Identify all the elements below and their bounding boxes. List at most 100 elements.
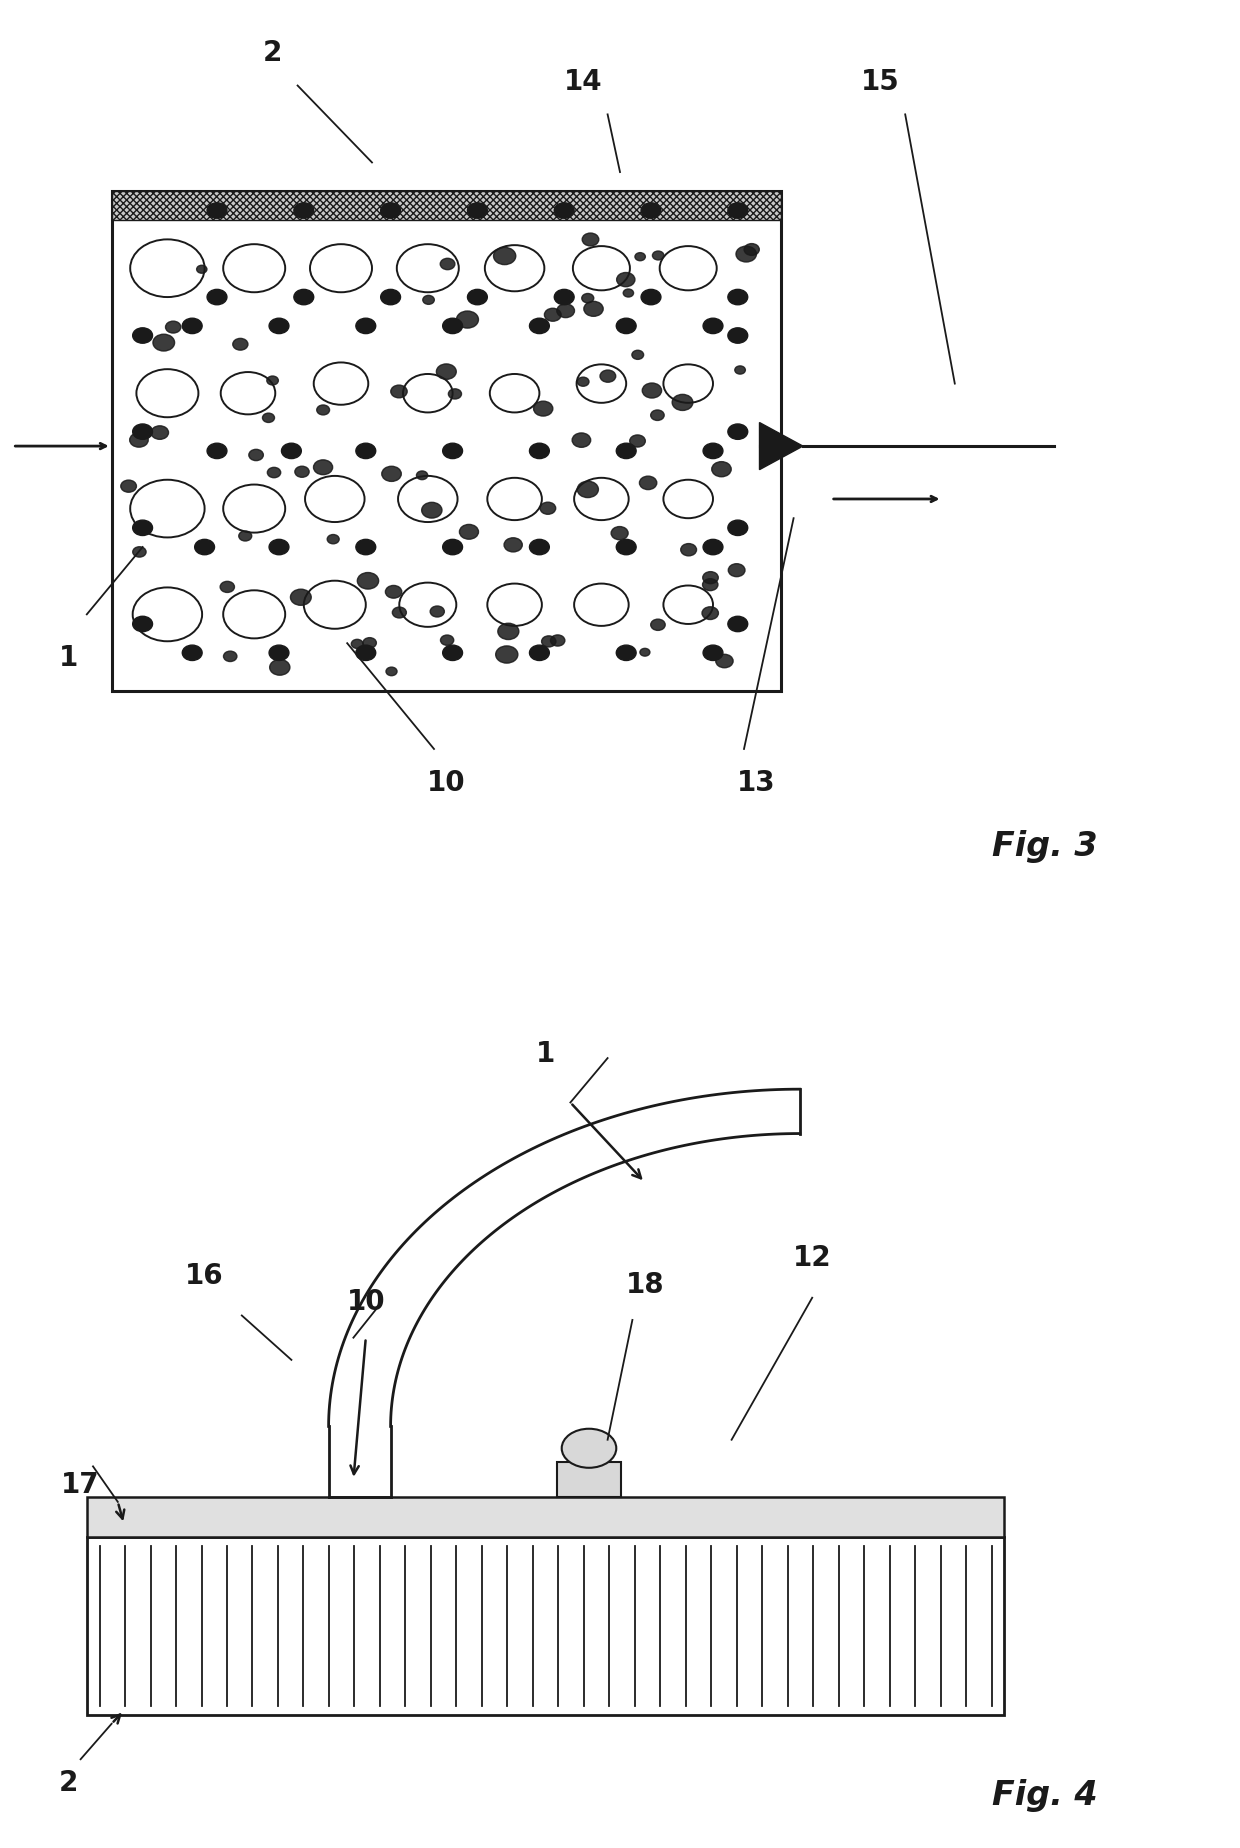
Circle shape — [542, 636, 556, 647]
Circle shape — [422, 503, 441, 519]
Circle shape — [133, 329, 153, 344]
Circle shape — [616, 444, 636, 460]
Circle shape — [294, 290, 314, 305]
Circle shape — [327, 536, 340, 545]
Circle shape — [153, 334, 175, 351]
Text: 2: 2 — [263, 39, 283, 67]
Circle shape — [703, 645, 723, 662]
Circle shape — [703, 444, 723, 460]
Circle shape — [562, 1429, 616, 1467]
Circle shape — [392, 608, 407, 619]
Circle shape — [616, 274, 635, 288]
Polygon shape — [759, 423, 804, 471]
Circle shape — [382, 468, 402, 482]
Circle shape — [611, 527, 629, 540]
Circle shape — [541, 503, 556, 516]
Circle shape — [423, 296, 434, 305]
Text: 1: 1 — [58, 643, 78, 673]
Circle shape — [316, 407, 330, 416]
Circle shape — [624, 290, 634, 298]
Circle shape — [640, 649, 650, 656]
Circle shape — [681, 545, 697, 556]
Circle shape — [456, 312, 479, 329]
Circle shape — [239, 532, 252, 541]
Circle shape — [600, 371, 616, 383]
Circle shape — [735, 366, 745, 375]
Circle shape — [616, 645, 636, 662]
Circle shape — [207, 290, 227, 305]
Circle shape — [443, 540, 463, 556]
Circle shape — [269, 320, 289, 334]
Circle shape — [207, 203, 227, 220]
Circle shape — [529, 645, 549, 662]
Circle shape — [443, 444, 463, 460]
Circle shape — [430, 606, 444, 617]
Text: 10: 10 — [427, 769, 466, 796]
Circle shape — [133, 425, 153, 440]
Circle shape — [554, 203, 574, 220]
Circle shape — [642, 384, 662, 399]
Circle shape — [703, 580, 718, 591]
Circle shape — [436, 364, 456, 381]
Circle shape — [616, 320, 636, 334]
Circle shape — [443, 645, 463, 662]
Circle shape — [443, 320, 463, 334]
Circle shape — [182, 320, 202, 334]
Circle shape — [702, 608, 718, 621]
Circle shape — [557, 305, 574, 318]
Circle shape — [554, 290, 574, 305]
Circle shape — [544, 309, 562, 322]
Text: 13: 13 — [737, 769, 776, 796]
Circle shape — [221, 582, 234, 593]
Circle shape — [641, 203, 661, 220]
Circle shape — [233, 340, 248, 351]
Circle shape — [737, 248, 756, 262]
Circle shape — [269, 660, 290, 676]
Circle shape — [440, 636, 454, 647]
Text: 12: 12 — [792, 1244, 832, 1271]
Text: 2: 2 — [58, 1769, 78, 1796]
Circle shape — [182, 645, 202, 662]
Circle shape — [381, 290, 401, 305]
Circle shape — [263, 414, 274, 423]
Circle shape — [356, 444, 376, 460]
Circle shape — [356, 645, 376, 662]
Circle shape — [165, 322, 181, 334]
Circle shape — [440, 259, 455, 270]
Circle shape — [356, 540, 376, 556]
Circle shape — [351, 639, 363, 649]
Circle shape — [641, 290, 661, 305]
Circle shape — [281, 444, 301, 460]
Circle shape — [630, 436, 645, 447]
Bar — [87, 1538, 1004, 1715]
Circle shape — [582, 294, 594, 303]
Circle shape — [269, 540, 289, 556]
Circle shape — [551, 636, 565, 647]
Circle shape — [381, 203, 401, 220]
Circle shape — [460, 525, 479, 540]
Text: 17: 17 — [61, 1471, 100, 1499]
Text: Fig. 4: Fig. 4 — [992, 1778, 1097, 1811]
Circle shape — [529, 540, 549, 556]
Circle shape — [744, 244, 759, 257]
Text: 1: 1 — [536, 1039, 556, 1068]
Circle shape — [197, 266, 207, 274]
Circle shape — [578, 379, 589, 386]
Circle shape — [728, 617, 748, 632]
Bar — [112, 192, 781, 691]
Text: Fig. 3: Fig. 3 — [992, 830, 1097, 863]
Circle shape — [130, 434, 149, 447]
Bar — [87, 1497, 1004, 1538]
Circle shape — [249, 451, 263, 462]
Circle shape — [386, 586, 402, 599]
Text: 18: 18 — [625, 1270, 665, 1297]
Circle shape — [449, 390, 461, 399]
Circle shape — [467, 203, 487, 220]
Circle shape — [703, 540, 723, 556]
Circle shape — [728, 564, 745, 577]
Circle shape — [583, 235, 599, 248]
Circle shape — [496, 647, 518, 663]
Circle shape — [703, 320, 723, 334]
Text: 14: 14 — [563, 68, 603, 96]
Circle shape — [207, 444, 227, 460]
